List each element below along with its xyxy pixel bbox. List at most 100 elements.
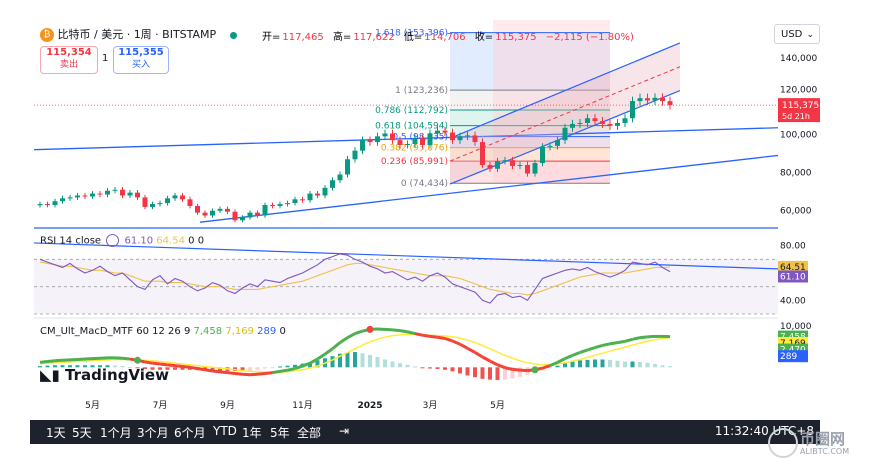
- rsi-line: [39, 253, 671, 304]
- macd-histogram-bar: [450, 367, 455, 372]
- candle-body: [37, 204, 43, 206]
- symbol-title[interactable]: 比特币 / 美元 · 1周 · BITSTAMP: [57, 28, 217, 41]
- macd-line-segment: [609, 341, 618, 346]
- tf-1y[interactable]: 1年: [242, 426, 262, 440]
- macd-histogram-bar: [105, 365, 110, 368]
- candle-body: [517, 164, 523, 166]
- fib-zone-4: [450, 136, 610, 148]
- currency-label: USD: [781, 29, 803, 40]
- candle-body: [450, 132, 455, 141]
- candle-body: [225, 208, 230, 212]
- tf-ytd[interactable]: YTD: [213, 424, 237, 438]
- macd-line-segment: [571, 351, 581, 357]
- tf-3m[interactable]: 3个月: [137, 426, 169, 440]
- tf-5d[interactable]: 5天: [72, 426, 92, 440]
- tf-all[interactable]: 全部: [297, 426, 322, 440]
- candle-body: [195, 205, 200, 213]
- candle-body: [562, 127, 568, 141]
- tf-6m[interactable]: 6个月: [174, 426, 206, 440]
- candle-body: [135, 192, 140, 198]
- candle-body: [502, 160, 508, 162]
- candle-body: [292, 199, 298, 204]
- macd-histogram-bar: [383, 359, 387, 368]
- macd-line-segment: [159, 362, 168, 367]
- candle-body: [277, 204, 283, 206]
- watermark-sub: ALIBTC.COM: [800, 447, 850, 456]
- sell-button[interactable]: 115,354 卖出: [40, 46, 98, 74]
- rsi-tag-label: 61.10: [780, 272, 806, 282]
- rsi-trend-line: [33, 242, 779, 270]
- tf-5y[interactable]: 5年: [270, 426, 290, 440]
- macd-line-segment: [182, 364, 191, 369]
- candle-body: [82, 195, 88, 197]
- macd-line-segment: [466, 347, 476, 354]
- macd-histogram-bar: [293, 364, 297, 368]
- candle-body: [307, 193, 313, 201]
- candle-body: [570, 123, 575, 128]
- tf-1m[interactable]: 1个月: [100, 426, 132, 440]
- macd-line-segment: [392, 328, 401, 333]
- macd-line-segment: [331, 341, 341, 350]
- rsi-ma-tag: [778, 260, 808, 273]
- macd-histogram-bar: [75, 365, 80, 368]
- tf-1d[interactable]: 1天: [46, 426, 66, 440]
- channel-upper-line: [449, 42, 681, 139]
- macd-line-segment: [219, 370, 228, 375]
- candle-body: [322, 187, 328, 196]
- currency-select[interactable]: USD ⌄: [774, 24, 820, 44]
- candle-body: [330, 180, 335, 188]
- candle-body: [412, 138, 418, 144]
- macd-histogram-bar: [548, 367, 552, 369]
- macd-line-segment: [496, 363, 506, 370]
- macd-line-segment: [407, 330, 416, 335]
- macd-line-segment: [512, 367, 521, 372]
- macd-histogram-bar: [578, 360, 582, 368]
- candle-body: [142, 197, 148, 207]
- fib-label-5: 0.382 (93,076): [381, 144, 448, 154]
- candle-body: [315, 193, 320, 196]
- candle-body: [112, 189, 118, 191]
- macd-tick-label: 10,000: [780, 322, 812, 332]
- candle-body: [345, 159, 350, 175]
- macd-line-segment: [542, 364, 551, 370]
- macd-histogram-bar: [488, 367, 492, 380]
- macd-histogram-bar: [555, 365, 560, 368]
- rsi-settings-icon[interactable]: [106, 234, 120, 247]
- tv-logo-text: TradingView: [65, 366, 169, 384]
- macd-line-segment: [444, 337, 453, 343]
- low-label: 低=: [403, 32, 423, 43]
- rsi-legend[interactable]: RSI 14 close 61.10 64.54 0 0: [40, 234, 204, 247]
- candle-body: [465, 135, 470, 137]
- candle-body: [420, 138, 425, 145]
- macd-histogram-bar: [443, 367, 447, 370]
- time-tick-label: 2025: [357, 401, 382, 411]
- macd-histogram-bar: [405, 364, 410, 368]
- candle-body: [645, 98, 650, 101]
- macd-histogram-bar: [473, 367, 477, 378]
- macd-histogram-bar: [240, 367, 245, 371]
- tradingview-logo: ◣▮ TradingView: [40, 366, 169, 384]
- macd-line-segment: [564, 353, 574, 361]
- macd-histogram-bar: [278, 366, 282, 368]
- symbol-header: ₿ 比特币 / 美元 · 1周 · BITSTAMP: [40, 26, 237, 42]
- fib-label-7: 0 (74,434): [401, 179, 448, 189]
- candle-body: [637, 98, 643, 102]
- macd-histogram-bar: [38, 366, 42, 368]
- macd-line-segment: [594, 344, 603, 349]
- open-label: 开=: [262, 32, 281, 43]
- macd-line-segment: [602, 342, 611, 347]
- date-range-icon[interactable]: ⇥: [339, 424, 350, 438]
- macd-histogram-bar: [83, 365, 87, 368]
- macd-histogram-bar: [608, 359, 612, 368]
- macd-histogram-bar: [315, 360, 320, 368]
- candle-body: [52, 201, 58, 206]
- macd-line-segment: [549, 360, 559, 368]
- macd-histogram-bar: [120, 366, 125, 368]
- macd-histogram-bar: [353, 352, 357, 368]
- candle-body: [217, 208, 223, 211]
- watermark-coin-icon: [768, 428, 798, 458]
- macd-legend[interactable]: CM_Ult_MacD_MTF 60 12 26 9 7,458 7,169 2…: [40, 326, 286, 337]
- buy-button[interactable]: 115,355 买入: [113, 46, 169, 74]
